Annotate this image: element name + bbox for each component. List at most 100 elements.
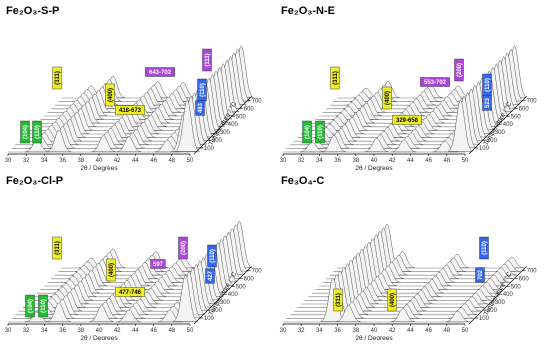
x-tick-label: 38 bbox=[352, 158, 359, 164]
x-tick-label: 36 bbox=[59, 158, 66, 164]
annotation: 418-673 bbox=[115, 105, 145, 115]
annotation: (311) bbox=[333, 288, 343, 312]
peak bbox=[299, 141, 325, 153]
annotation-text: 483 bbox=[198, 102, 204, 113]
y-tick-label: 700 bbox=[252, 268, 263, 274]
y-tick-label: 600 bbox=[519, 276, 530, 282]
y-tick-label: 700 bbox=[527, 98, 538, 104]
annotation-text: (110) bbox=[485, 78, 491, 92]
x-tick-label: 34 bbox=[316, 328, 323, 334]
x-tick-label: 32 bbox=[298, 158, 305, 164]
annotation: (110) bbox=[197, 78, 207, 102]
annotation-text: (400) bbox=[385, 91, 391, 105]
annotation: (110) bbox=[207, 244, 217, 268]
y-tick-label: 200 bbox=[212, 308, 223, 314]
x-tick-label: 42 bbox=[114, 158, 121, 164]
x-tick-label: 42 bbox=[389, 328, 396, 334]
x-axis-label: 2θ / Degrees bbox=[355, 165, 393, 172]
x-tick-label: 50 bbox=[187, 158, 194, 164]
x-tick-label: 30 bbox=[5, 158, 12, 164]
x-tick-label: 40 bbox=[371, 158, 378, 164]
y-axis bbox=[468, 266, 527, 325]
annotation-box bbox=[106, 258, 116, 282]
x-tick-label: 38 bbox=[77, 158, 84, 164]
annotation-text: (400) bbox=[109, 263, 115, 277]
annotation-text: (104) bbox=[23, 125, 29, 139]
annotation-text: 418-673 bbox=[119, 108, 142, 114]
y-tick-label: 100 bbox=[204, 316, 215, 322]
annotation-box bbox=[420, 77, 450, 87]
annotation-box bbox=[205, 268, 215, 284]
annotation-box bbox=[202, 48, 212, 72]
y-tick-label: 200 bbox=[487, 308, 498, 314]
x-tick-label: 32 bbox=[298, 328, 305, 334]
annotation: 523 bbox=[482, 95, 492, 111]
x-tick-label: 32 bbox=[23, 328, 30, 334]
annotation-text: 427 bbox=[208, 270, 214, 281]
y-tick-label: 500 bbox=[236, 114, 247, 120]
annotation-box bbox=[145, 67, 175, 77]
x-tick-label: 36 bbox=[59, 328, 66, 334]
x-tick-label: 34 bbox=[41, 158, 48, 164]
x-tick-label: 44 bbox=[407, 158, 414, 164]
x-tick-label: 34 bbox=[41, 328, 48, 334]
y-tick-label: 100 bbox=[479, 316, 490, 322]
y-tick-label: 700 bbox=[252, 98, 263, 104]
panel: 30 32 34 36 38 40 42 44 46 48 50 2θ / Degrees 100 200… bbox=[280, 175, 538, 342]
annotation: (311) bbox=[330, 66, 340, 90]
annotation-box bbox=[150, 259, 166, 269]
annotation: (311) bbox=[52, 236, 62, 260]
annotation-text: (104) bbox=[305, 125, 311, 139]
y-tick-label: 400 bbox=[228, 122, 239, 128]
annotation-box bbox=[315, 120, 325, 144]
peak bbox=[91, 135, 116, 153]
x-tick-label: 30 bbox=[280, 328, 287, 334]
annotation-text: (110) bbox=[482, 241, 488, 255]
annotation-text: (110) bbox=[41, 299, 47, 313]
annotation: 329-658 bbox=[392, 115, 422, 125]
x-tick-label: 46 bbox=[150, 328, 157, 334]
annotation-text: 477-746 bbox=[119, 290, 142, 296]
annotation: 477-746 bbox=[115, 287, 145, 297]
peak bbox=[321, 135, 347, 153]
peak bbox=[116, 309, 142, 323]
x-tick-label: 30 bbox=[5, 328, 12, 334]
x-tick-label: 40 bbox=[96, 328, 103, 334]
annotation-text: (311) bbox=[55, 241, 61, 255]
y-tick-label: 300 bbox=[220, 130, 231, 136]
annotation-text: (400) bbox=[108, 88, 114, 102]
panel: 30 32 34 36 38 40 42 44 46 48 50 2θ / Degrees 100 200… bbox=[280, 5, 538, 172]
y-tick-label: 400 bbox=[503, 122, 514, 128]
annotation-box bbox=[20, 120, 30, 144]
peak bbox=[89, 305, 115, 323]
annotation: (111) bbox=[202, 48, 212, 72]
panel: 30 32 34 36 38 40 42 44 46 48 50 2θ / Degrees 100 200… bbox=[5, 175, 263, 342]
annotation-box bbox=[387, 288, 397, 312]
y-tick-label: 600 bbox=[519, 106, 530, 112]
x-tick-label: 46 bbox=[425, 328, 432, 334]
annotation-box bbox=[333, 288, 343, 312]
y-tick-label: 600 bbox=[244, 106, 255, 112]
annotation-box bbox=[482, 95, 492, 111]
peak bbox=[391, 139, 417, 153]
panel-title: Fe₃O₄-C bbox=[281, 175, 324, 187]
peak bbox=[174, 99, 200, 152]
annotation-box bbox=[475, 267, 485, 283]
annotation: (104) bbox=[25, 294, 35, 318]
annotation-box bbox=[115, 105, 145, 115]
x-axis-label: 2θ / Degrees bbox=[80, 165, 118, 172]
annotation-box bbox=[38, 294, 48, 318]
x-tick-label: 48 bbox=[443, 328, 450, 334]
x-tick-label: 42 bbox=[114, 328, 121, 334]
annotation-box bbox=[382, 86, 392, 110]
annotation-box bbox=[479, 236, 489, 260]
annotation-box bbox=[115, 287, 145, 297]
annotation: (400) bbox=[387, 288, 397, 312]
peak bbox=[390, 308, 416, 323]
x-tick-label: 46 bbox=[150, 158, 157, 164]
annotation-text: 597 bbox=[153, 262, 164, 268]
annotation-box bbox=[195, 100, 205, 116]
annotation: (400) bbox=[382, 86, 392, 110]
annotation: 643-702 bbox=[145, 67, 175, 77]
